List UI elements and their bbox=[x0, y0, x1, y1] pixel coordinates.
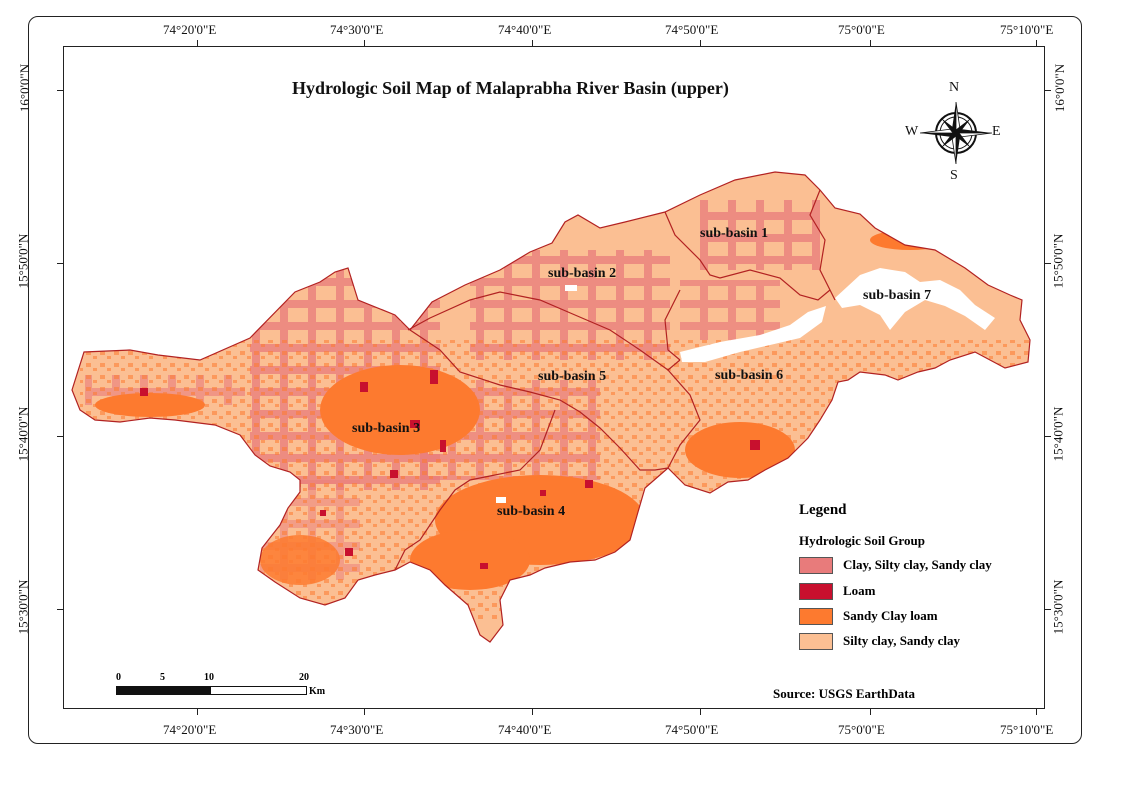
lon-label-bottom: 74°40'0"E bbox=[498, 722, 552, 737]
graticule-tick bbox=[57, 263, 63, 264]
graticule-tick bbox=[1045, 436, 1051, 437]
sub-basin-label: sub-basin 4 bbox=[497, 504, 566, 519]
legend-group-title: Hydrologic Soil Group bbox=[799, 533, 925, 548]
legend-swatch bbox=[799, 557, 833, 574]
compass-south-label: S bbox=[950, 168, 958, 183]
graticule-tick bbox=[1036, 709, 1037, 715]
graticule-tick bbox=[870, 40, 871, 46]
lon-label-top: 74°40'0"E bbox=[498, 22, 552, 37]
lon-label-bottom: 74°20'0"E bbox=[163, 722, 217, 737]
lon-label-bottom: 75°0'0"E bbox=[838, 722, 885, 737]
legend-label: Loam bbox=[843, 583, 876, 598]
lon-label-bottom: 75°10'0"E bbox=[1000, 722, 1054, 737]
legend-swatch bbox=[799, 583, 833, 600]
graticule-tick bbox=[197, 709, 198, 715]
legend-title: Legend bbox=[799, 502, 847, 518]
legend-label: Clay, Silty clay, Sandy clay bbox=[843, 557, 992, 572]
sub-basin-label: sub-basin 2 bbox=[548, 266, 617, 281]
lon-label-top: 74°20'0"E bbox=[163, 22, 217, 37]
graticule-tick bbox=[532, 709, 533, 715]
map-title: Hydrologic Soil Map of Malaprabha River … bbox=[292, 78, 729, 98]
scale-tick-label: 0 bbox=[116, 672, 121, 683]
source-credit: Source: USGS EarthData bbox=[773, 686, 916, 701]
legend-swatch bbox=[799, 608, 833, 625]
lon-label-bottom: 74°50'0"E bbox=[665, 722, 719, 737]
graticule-tick bbox=[1045, 90, 1051, 91]
graticule-tick bbox=[364, 709, 365, 715]
sub-basin-label: sub-basin 1 bbox=[700, 226, 769, 241]
graticule-tick bbox=[1036, 40, 1037, 46]
compass-east-label: E bbox=[992, 124, 1001, 139]
legend-label: Sandy Clay loam bbox=[843, 608, 938, 623]
graticule-tick bbox=[57, 436, 63, 437]
graticule-tick bbox=[197, 40, 198, 46]
scale-tick-label: 10 bbox=[204, 672, 214, 683]
graticule-tick bbox=[700, 709, 701, 715]
lon-label-top: 75°0'0"E bbox=[838, 22, 885, 37]
graticule-tick bbox=[1045, 609, 1051, 610]
compass-west-label: W bbox=[905, 124, 919, 139]
graticule-tick bbox=[364, 40, 365, 46]
graticule-tick bbox=[57, 609, 63, 610]
sub-basin-label: sub-basin 3 bbox=[352, 421, 421, 436]
graticule-tick bbox=[870, 709, 871, 715]
graticule-tick bbox=[57, 90, 63, 91]
scale-tick-label: 5 bbox=[160, 672, 165, 683]
sub-basin-label: sub-basin 7 bbox=[863, 288, 932, 303]
graticule-tick bbox=[700, 40, 701, 46]
scale-bar bbox=[116, 686, 307, 695]
north-arrow-icon bbox=[920, 102, 992, 164]
sub-basin-label: sub-basin 6 bbox=[715, 368, 784, 383]
legend-label: Silty clay, Sandy clay bbox=[843, 633, 961, 648]
graticule-tick bbox=[1045, 263, 1051, 264]
legend-swatch bbox=[799, 633, 833, 650]
lon-label-bottom: 74°30'0"E bbox=[330, 722, 384, 737]
lon-label-top: 74°50'0"E bbox=[665, 22, 719, 37]
compass-north-label: N bbox=[949, 80, 960, 95]
sub-basin-label: sub-basin 5 bbox=[538, 369, 607, 384]
lon-label-top: 75°10'0"E bbox=[1000, 22, 1054, 37]
map-frame bbox=[28, 16, 1082, 744]
scale-tick-label: 20 bbox=[299, 672, 309, 683]
lon-label-top: 74°30'0"E bbox=[330, 22, 384, 37]
scale-unit: Km bbox=[309, 686, 326, 697]
graticule-tick bbox=[532, 40, 533, 46]
